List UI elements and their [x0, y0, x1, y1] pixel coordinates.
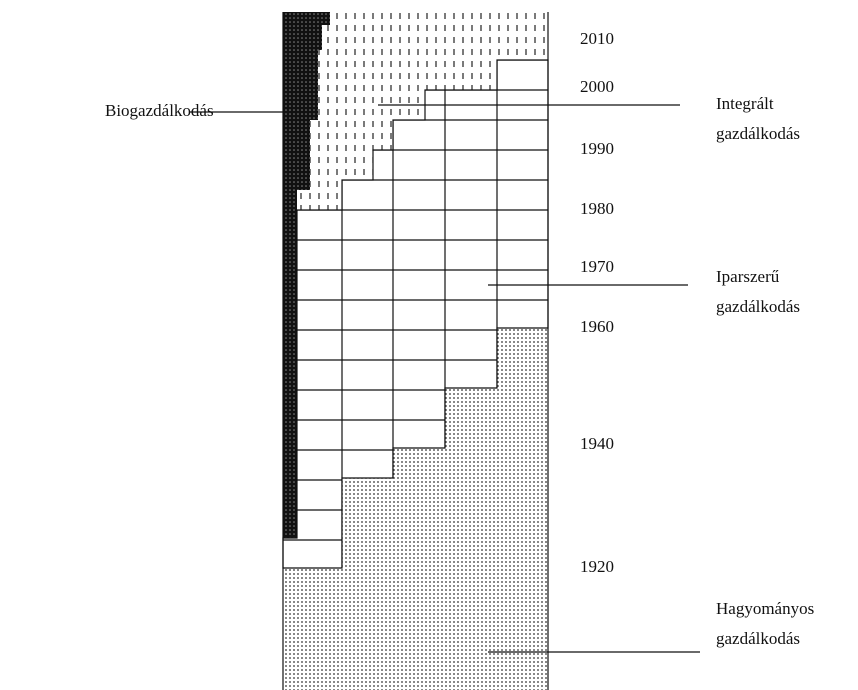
- organic-label: Biogazdálkodás: [105, 101, 214, 120]
- region-label: gazdálkodás: [716, 124, 800, 143]
- organic-strip: [283, 12, 330, 538]
- region-label: Iparszerű: [716, 267, 780, 286]
- right-labels: Integrált gazdálkodás Iparszerű gazdálkodás…: [716, 94, 814, 648]
- year-label: 1940: [580, 434, 614, 453]
- year-label: 1970: [580, 257, 614, 276]
- year-label: 1980: [580, 199, 614, 218]
- year-label: 1960: [580, 317, 614, 336]
- year-labels: 2010 2000 1990 1980 1970 1960 1940 1920: [580, 29, 614, 576]
- region-label: Hagyományos: [716, 599, 814, 618]
- region-label: Integrált: [716, 94, 774, 113]
- column: [282, 12, 549, 690]
- year-label: 1990: [580, 139, 614, 158]
- year-label: 1920: [580, 557, 614, 576]
- year-label: 2000: [580, 77, 614, 96]
- region-label: gazdálkodás: [716, 297, 800, 316]
- year-label: 2010: [580, 29, 614, 48]
- region-label: gazdálkodás: [716, 629, 800, 648]
